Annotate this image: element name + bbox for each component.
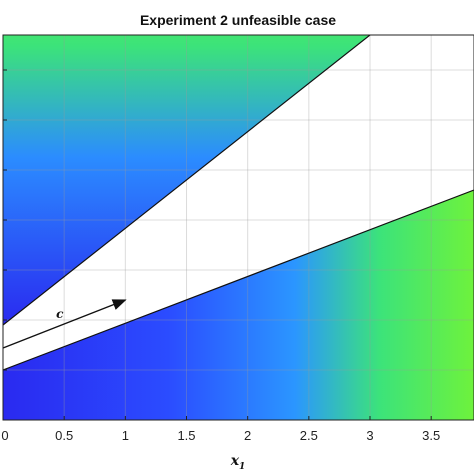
x-tick-label-7: 3.5 xyxy=(422,428,440,443)
chart-title: Experiment 2 unfeasible case xyxy=(140,12,336,28)
x-tick-label-1: 0.5 xyxy=(55,428,73,443)
boundary-line-2 xyxy=(3,189,474,371)
x-tick-label-4: 2 xyxy=(244,428,251,443)
x-tick-label-6: 3 xyxy=(366,428,373,443)
feasible-regions xyxy=(3,35,474,420)
vector-c-label: c xyxy=(56,307,64,321)
x-axis-label: x1 xyxy=(230,453,246,472)
boundary-line-1 xyxy=(3,35,371,326)
x-tick-label-3: 1.5 xyxy=(177,428,195,443)
x-tick-label-5: 2.5 xyxy=(300,428,318,443)
x-tick-label-0: 0 xyxy=(1,428,8,443)
lower-region xyxy=(3,190,474,420)
grid-lines xyxy=(3,35,474,420)
vector-c-annotation: c xyxy=(2,299,127,349)
x-tick-label-2: 1 xyxy=(122,428,129,443)
axis-ticks: 0 0.5 1 1.5 2 2.5 3 3.5 xyxy=(1,69,440,443)
vector-c-arrow xyxy=(2,299,127,349)
plot-frame xyxy=(2,34,474,421)
x-axis-label-subscript: 1 xyxy=(239,462,245,472)
x-axis-label-main: x xyxy=(230,453,240,469)
boundary-lines xyxy=(3,35,474,371)
upper-region xyxy=(3,35,474,325)
